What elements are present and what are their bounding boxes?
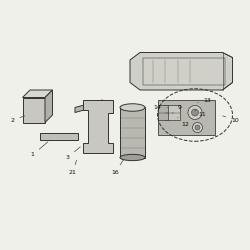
Polygon shape (130, 52, 232, 90)
Polygon shape (40, 132, 78, 140)
Polygon shape (82, 100, 112, 152)
Text: 12: 12 (178, 118, 189, 128)
Polygon shape (22, 90, 52, 98)
Bar (142, 58, 225, 85)
Text: 2: 2 (10, 116, 25, 122)
Text: 11: 11 (195, 110, 206, 118)
Ellipse shape (120, 104, 145, 111)
Text: 10: 10 (223, 116, 239, 122)
Text: 3: 3 (66, 147, 80, 160)
Circle shape (188, 106, 202, 120)
Text: 13: 13 (198, 98, 211, 102)
Text: 21: 21 (68, 160, 76, 175)
Bar (165, 105, 180, 120)
Circle shape (192, 109, 198, 116)
Circle shape (195, 125, 200, 130)
Bar (120, 108, 145, 158)
Text: 9: 9 (172, 105, 182, 113)
Text: 14: 14 (154, 105, 168, 110)
Ellipse shape (120, 154, 145, 161)
Bar (158, 100, 215, 135)
Text: 16: 16 (111, 160, 124, 175)
Polygon shape (45, 90, 52, 122)
Polygon shape (75, 100, 102, 112)
Polygon shape (158, 105, 168, 120)
Circle shape (192, 122, 202, 132)
Text: 1: 1 (30, 142, 48, 158)
Polygon shape (22, 98, 45, 122)
